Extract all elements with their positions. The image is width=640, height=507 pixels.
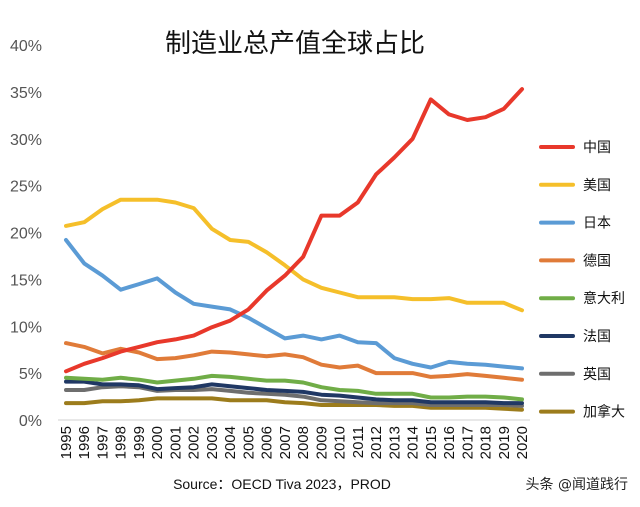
chart-title: 制造业总产值全球占比	[165, 29, 425, 59]
x-tick-label: 2008	[295, 426, 312, 459]
watermark: 头条 @闻道践行	[526, 476, 628, 493]
x-tick-label: 2000	[149, 426, 166, 459]
y-tick-label: 25%	[10, 179, 42, 196]
x-tick-label: 2009	[313, 426, 330, 459]
x-tick-label: 2013	[386, 426, 403, 459]
legend-label: 意大利	[583, 290, 625, 307]
x-tick-label: 2015	[423, 426, 440, 459]
legend-label: 日本	[583, 216, 611, 232]
y-tick-label: 5%	[19, 366, 42, 383]
x-tick-label: 2007	[277, 426, 294, 459]
x-tick-label: 1997	[94, 426, 111, 459]
x-tick-label: 1998	[113, 426, 130, 459]
x-tick-label: 1996	[76, 426, 93, 459]
x-tick-label: 2002	[186, 426, 203, 459]
y-tick-label: 35%	[10, 85, 42, 102]
series-line	[64, 197, 524, 313]
legend-label: 美国	[583, 178, 611, 194]
legend-label: 英国	[583, 366, 611, 383]
y-tick-label: 30%	[10, 132, 42, 149]
source-note: Source：OECD Tiva 2023，PROD	[173, 476, 391, 492]
y-tick-label: 20%	[10, 226, 42, 243]
x-tick-label: 1995	[58, 426, 75, 459]
series-line	[64, 373, 524, 402]
x-tick-label: 2005	[240, 426, 257, 459]
legend-label: 中国	[583, 140, 611, 156]
x-tick-label: 2006	[259, 426, 276, 459]
y-tick-label: 40%	[10, 38, 42, 55]
x-tick-label: 2017	[459, 426, 476, 459]
x-tick-label: 2014	[405, 426, 422, 459]
x-tick-label: 2010	[332, 426, 349, 459]
x-axis-ticks: 1995 1996 1997 1998 1999 2000 2001 2002 2003 2004…	[58, 426, 531, 459]
y-tick-label: 10%	[10, 319, 42, 336]
series-line	[64, 87, 524, 374]
series-lines	[64, 87, 524, 412]
legend-label: 德国	[583, 253, 611, 269]
legend-label: 法国	[583, 329, 611, 345]
x-tick-label: 2003	[204, 426, 221, 459]
y-tick-label: 15%	[10, 272, 42, 289]
series-line	[64, 379, 524, 406]
x-tick-label: 2019	[496, 426, 513, 459]
y-tick-label: 0%	[19, 413, 42, 430]
x-tick-label: 2012	[368, 426, 385, 459]
y-axis-ticks: 0% 5% 10% 15% 20% 25% 30% 35% 40%	[10, 38, 42, 430]
x-tick-label: 2016	[441, 426, 458, 459]
x-tick-label: 2001	[167, 426, 184, 459]
series-line	[64, 238, 524, 371]
x-tick-label: 1999	[131, 426, 148, 459]
x-tick-label: 2020	[514, 426, 531, 459]
x-tick-label: 2018	[478, 426, 495, 459]
series-line	[64, 341, 524, 382]
x-tick-label: 2011	[350, 426, 367, 458]
legend-label: 加拿大	[583, 404, 625, 421]
x-tick-label: 2004	[222, 426, 239, 459]
series-line	[64, 396, 524, 412]
